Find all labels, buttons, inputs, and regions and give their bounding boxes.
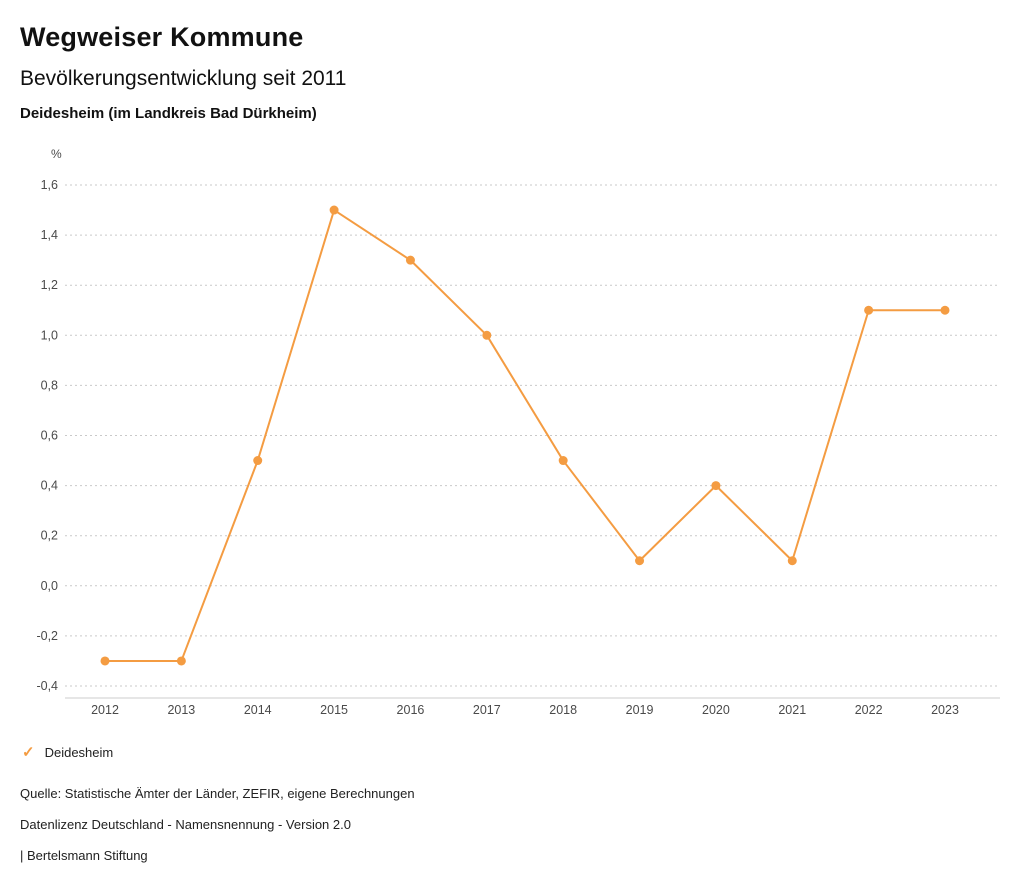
chart-svg: 1,6 1,4 1,2 1,0 0,8 0,6 0,4 0,2 0,0 -0,2 -0,4 2012 2… xyxy=(36,178,1000,717)
data-point[interactable] xyxy=(787,556,797,566)
y-tick-label: 0,2 xyxy=(41,529,58,543)
y-tick-label: 0,8 xyxy=(41,378,58,392)
attribution-text: | Bertelsmann Stiftung xyxy=(20,848,148,863)
x-tick-label: 2019 xyxy=(626,703,654,717)
x-tick-label: 2013 xyxy=(167,703,195,717)
license-text: Datenlizenz Deutschland - Namensnennung … xyxy=(20,817,351,832)
data-point[interactable] xyxy=(329,205,339,215)
data-point[interactable] xyxy=(405,255,415,265)
x-tick-label: 2014 xyxy=(244,703,272,717)
data-point[interactable] xyxy=(100,656,110,666)
x-tick-label: 2022 xyxy=(855,703,883,717)
data-point[interactable] xyxy=(482,330,492,340)
x-tick-label: 2016 xyxy=(397,703,425,717)
source-text: Quelle: Statistische Ämter der Länder, Z… xyxy=(20,786,415,801)
x-tick-label: 2018 xyxy=(549,703,577,717)
y-tick-label: -0,2 xyxy=(36,629,58,643)
page-title: Wegweiser Kommune xyxy=(20,22,304,52)
series-line xyxy=(104,209,946,662)
data-point[interactable] xyxy=(635,556,645,566)
y-tick-label: 1,4 xyxy=(41,228,58,242)
chart-title: Bevölkerungsentwicklung seit 2011 xyxy=(20,67,347,90)
y-axis-unit-label: % xyxy=(51,147,62,161)
x-tick-label: 2023 xyxy=(931,703,959,717)
x-tick-label: 2020 xyxy=(702,703,730,717)
data-point[interactable] xyxy=(558,456,568,466)
x-tick-label: 2012 xyxy=(91,703,119,717)
y-tick-label: -0,4 xyxy=(36,679,58,693)
y-tick-label: 1,6 xyxy=(41,178,58,192)
check-icon: ✓ xyxy=(22,744,35,761)
y-tick-label: 0,6 xyxy=(41,429,58,443)
y-tick-label: 0,0 xyxy=(41,579,58,593)
x-tick-label: 2015 xyxy=(320,703,348,717)
x-tick-label: 2017 xyxy=(473,703,501,717)
y-tick-label: 1,2 xyxy=(41,278,58,292)
data-point[interactable] xyxy=(176,656,186,666)
legend-item-deidesheim[interactable]: ✓ Deidesheim xyxy=(22,745,113,760)
y-tick-label: 0,4 xyxy=(41,479,58,493)
x-tick-label: 2021 xyxy=(778,703,806,717)
y-tick-label: 1,0 xyxy=(41,328,58,342)
line-chart: 1,6 1,4 1,2 1,0 0,8 0,6 0,4 0,2 0,0 -0,2 -0,4 2012 2… xyxy=(0,140,1024,730)
data-point[interactable] xyxy=(711,481,721,491)
legend-label: Deidesheim xyxy=(44,745,114,760)
data-point[interactable] xyxy=(864,305,874,315)
data-point[interactable] xyxy=(253,456,263,466)
chart-region-subtitle: Deidesheim (im Landkreis Bad Dürkheim) xyxy=(20,105,317,122)
data-point[interactable] xyxy=(940,305,950,315)
